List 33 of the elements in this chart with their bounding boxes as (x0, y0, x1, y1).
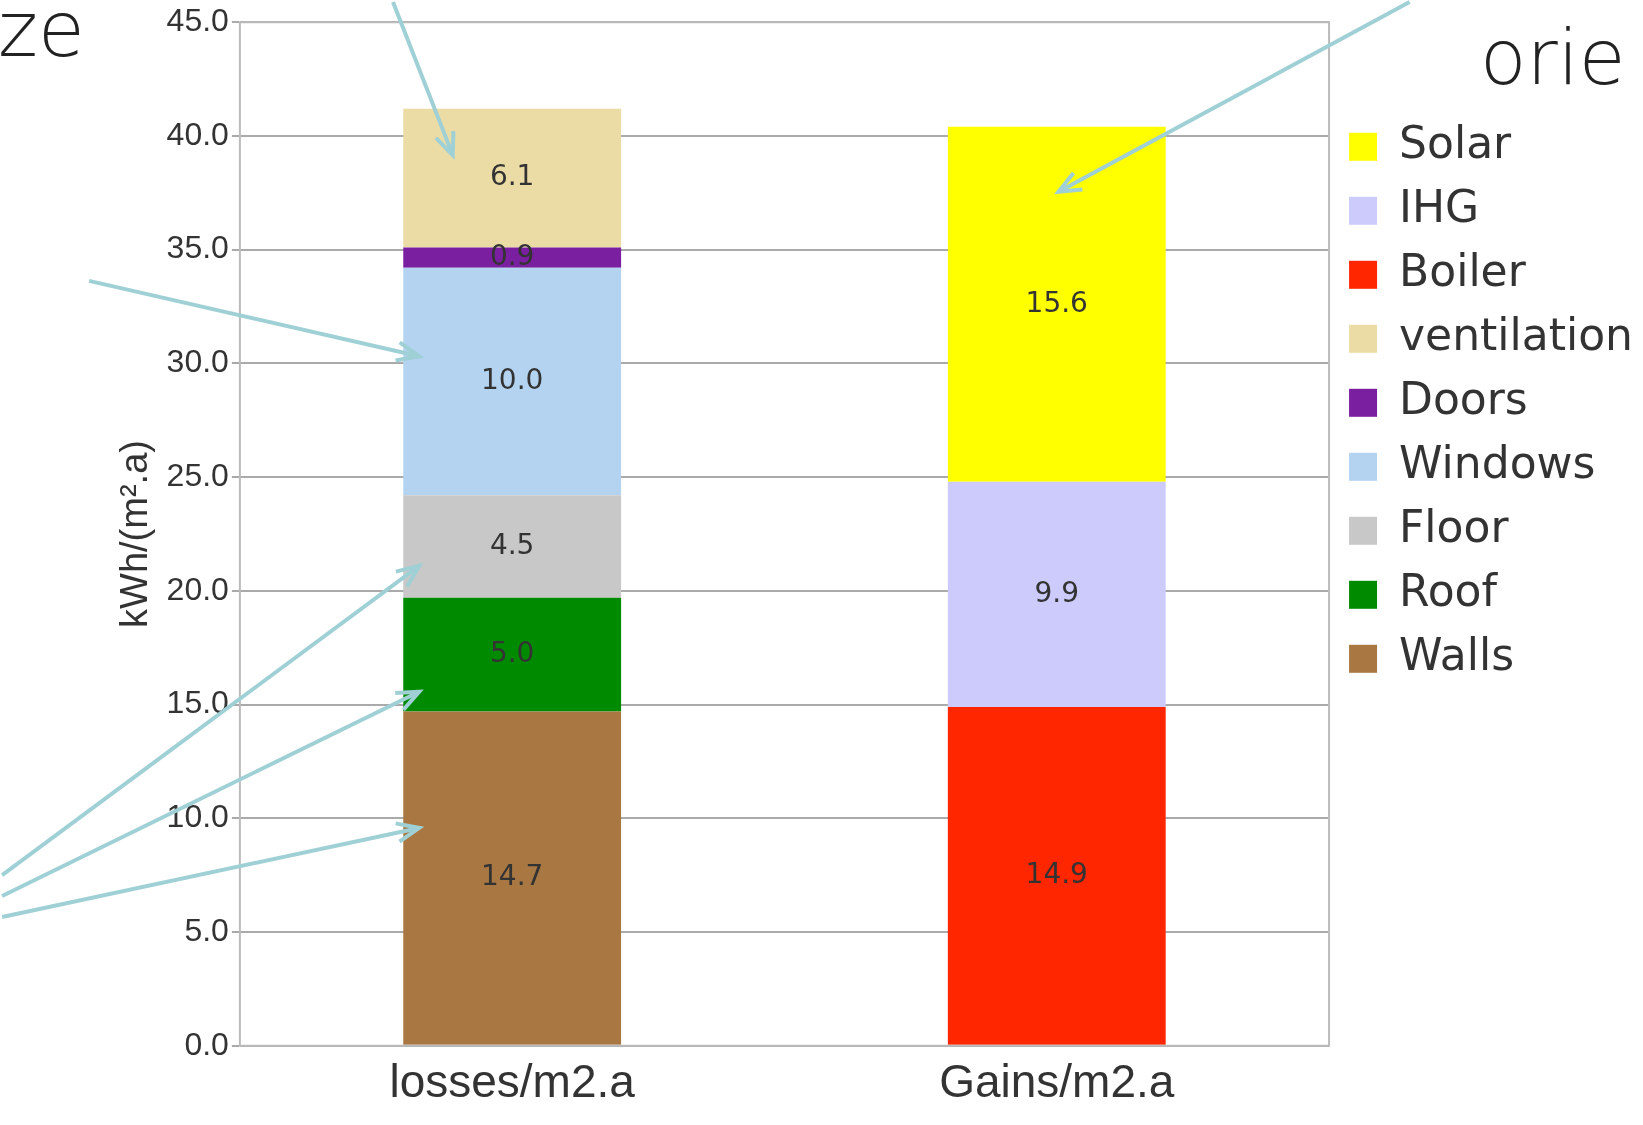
data-label: 4.5 (489, 527, 535, 561)
y-tick-label: 35.0 (166, 229, 229, 266)
legend-label: IHG (1399, 181, 1480, 233)
y-tick-label: 20.0 (166, 570, 229, 607)
data-label: 14.9 (1025, 857, 1088, 891)
x-tick-label: Gains/m2.a (939, 1055, 1175, 1108)
y-tick-label: 25.0 (166, 456, 229, 493)
legend-label: ventilation (1399, 309, 1634, 361)
data-label: 9.9 (1034, 575, 1080, 609)
text: orie (1480, 13, 1626, 102)
x-tick-label: losses/m2.a (389, 1055, 636, 1108)
legend-label: Walls (1399, 629, 1515, 681)
y-tick-label: 5.0 (184, 911, 229, 948)
y-tick-label: 0.0 (184, 1025, 229, 1062)
y-tick-label: 40.0 (166, 115, 229, 152)
data-label: 14.7 (481, 859, 544, 893)
data-label: 6.1 (489, 159, 535, 193)
y-tick-label: 45.0 (166, 2, 229, 39)
y-axis-title: kWh/(m².a) (113, 440, 156, 628)
legend-label: Floor (1399, 501, 1510, 553)
legend-label: Boiler (1399, 245, 1527, 297)
data-label: 0.9 (489, 238, 535, 272)
data-label: 5.0 (489, 635, 535, 669)
text: ze (0, 0, 85, 74)
data-label: 15.6 (1025, 285, 1088, 319)
legend-label: Windows (1399, 437, 1596, 489)
legend-label: Roof (1399, 565, 1499, 617)
y-tick-label: 15.0 (166, 684, 229, 721)
y-tick-label: 30.0 (166, 343, 229, 380)
legend-label: Solar (1399, 117, 1513, 169)
legend-label: Doors (1399, 373, 1528, 425)
y-tick-label: 10.0 (166, 798, 229, 835)
data-label: 10.0 (481, 362, 544, 396)
